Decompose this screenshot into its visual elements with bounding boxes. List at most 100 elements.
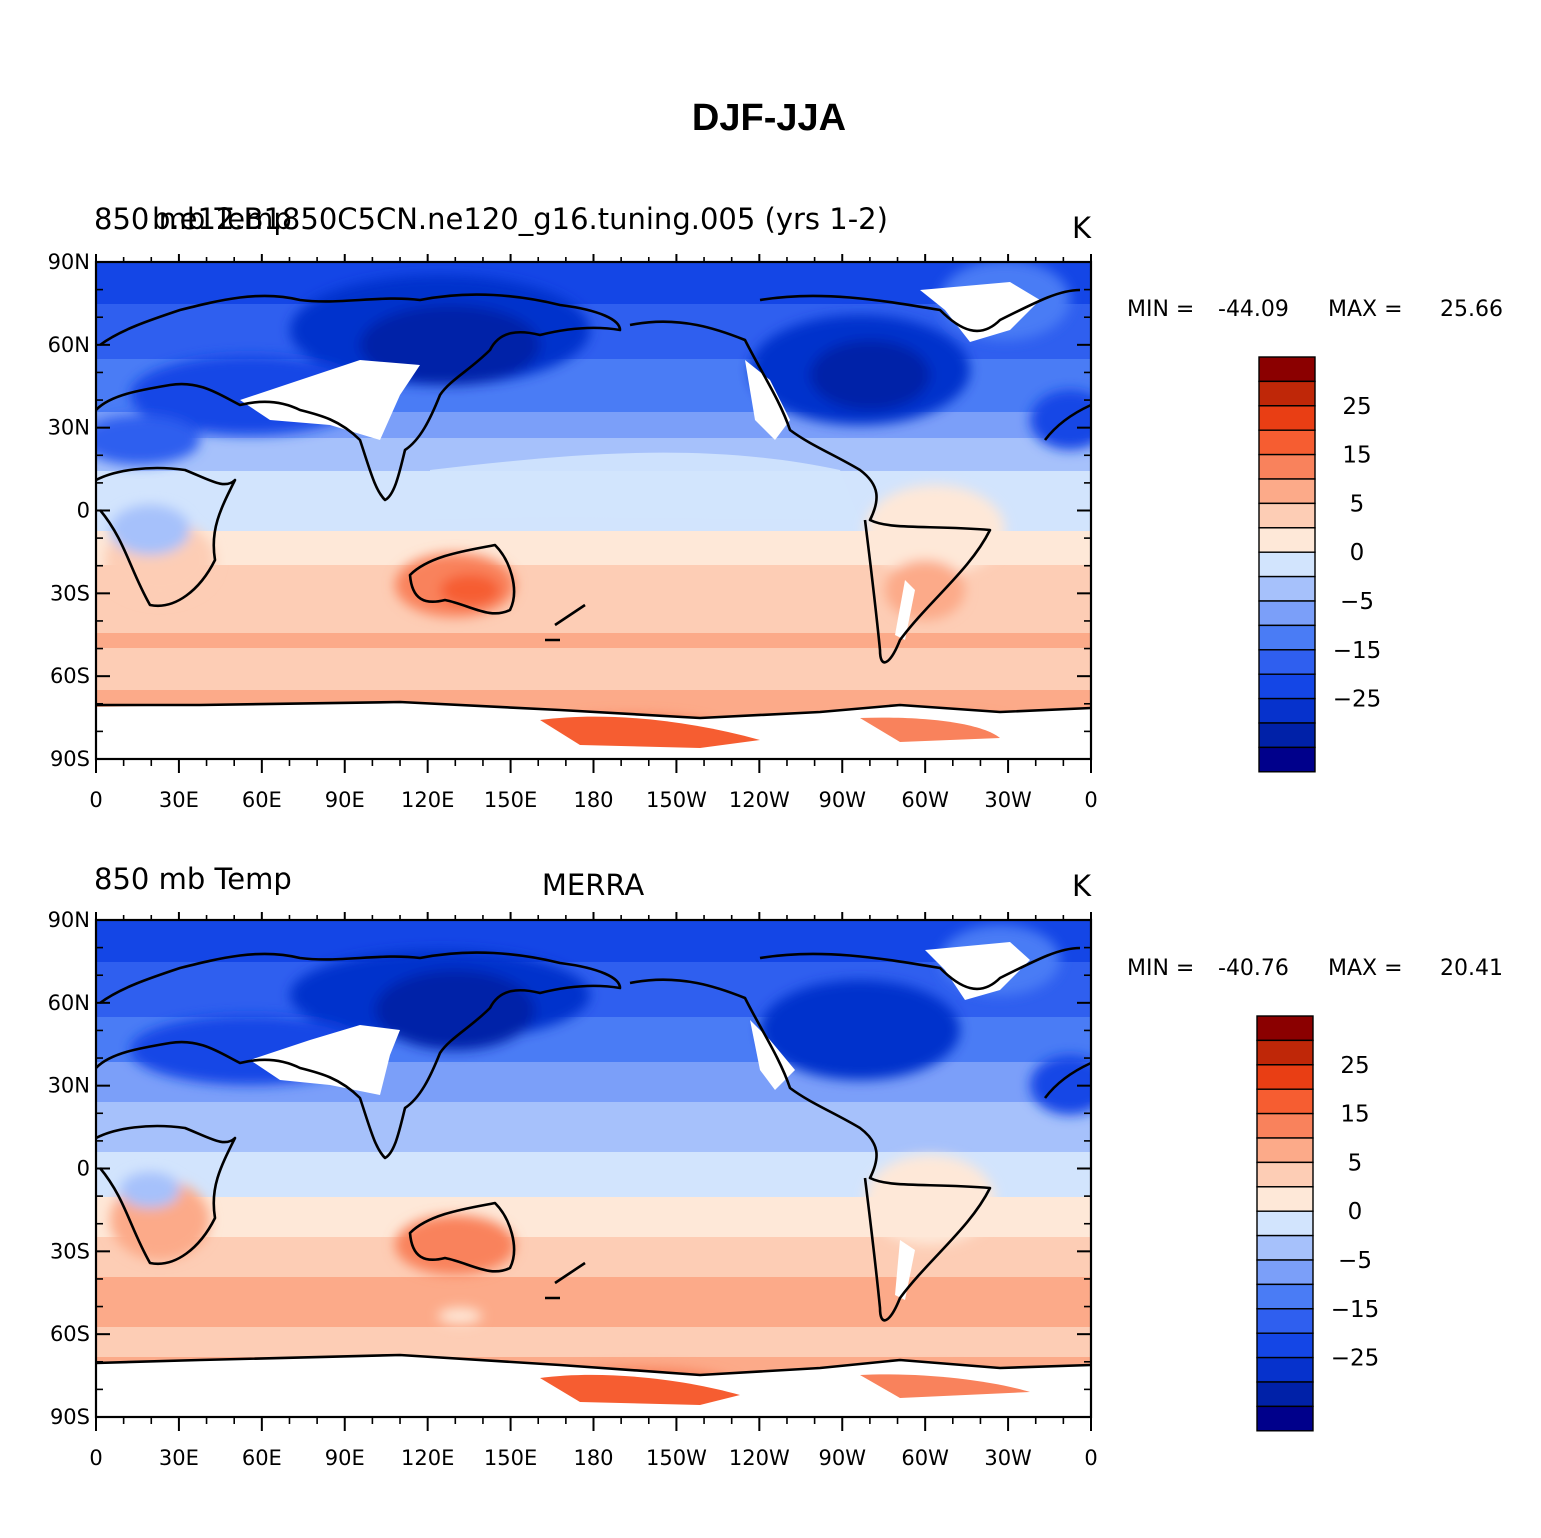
lon-tick-label: 150W <box>646 1446 707 1470</box>
colorbar-swatch <box>1256 1112 1314 1139</box>
colorbar-swatch <box>1256 1332 1314 1359</box>
colorbar-swatch <box>1258 575 1316 602</box>
lon-tick-label: 30W <box>984 1446 1032 1470</box>
lat-tick-label: 30N <box>48 416 90 440</box>
colorbar-swatch <box>1258 405 1316 431</box>
map-panel-model: 850 mb Temp b.e12.B1850C5CN.ne120_g16.tu… <box>48 202 1503 812</box>
colorbar-swatch <box>1256 1283 1314 1310</box>
panel-units: K <box>1072 869 1092 903</box>
lon-tick-label: 60W <box>901 1446 949 1470</box>
lon-tick-label: 180 <box>573 1446 613 1470</box>
colorbar-swatch <box>1256 1234 1314 1261</box>
lon-tick-label: 60E <box>242 788 282 812</box>
colorbar-swatch <box>1256 1088 1314 1115</box>
colorbar-label: −5 <box>1340 589 1374 615</box>
lon-tick-label: 0 <box>89 1446 102 1470</box>
lon-tick-label: 30E <box>159 1446 199 1470</box>
lon-tick-label: 0 <box>89 788 102 812</box>
colorbar-label: −15 <box>1331 1297 1380 1323</box>
axis-ticks <box>95 254 1092 773</box>
axis-labels: 90N 60N 30N 0 30S 60S 90S 0 30E 60E 90E 120E 150E 180… <box>48 908 1098 1470</box>
colorbar-swatch <box>1256 1259 1314 1286</box>
lon-tick-label: 0 <box>1084 1446 1097 1470</box>
colorbar-swatch <box>1256 1039 1314 1066</box>
lat-tick-label: 30S <box>50 1239 90 1263</box>
stats-max-label: MAX = <box>1328 297 1403 322</box>
map-panel-obs: 850 mb Temp MERRA K <box>48 862 1503 1470</box>
lon-tick-label: 90E <box>325 788 365 812</box>
lon-tick-label: 30E <box>159 788 199 812</box>
colorbar: 25 15 5 0 −5 −15 −25 <box>1258 356 1382 773</box>
colorbar-swatch <box>1258 429 1316 456</box>
colorbar-swatch <box>1256 1308 1314 1334</box>
lon-tick-label: 90E <box>325 1446 365 1470</box>
lat-tick-label: 90S <box>50 747 90 771</box>
stats-min-label: MIN = <box>1127 956 1194 981</box>
lon-tick-label: 150E <box>484 788 537 812</box>
lon-tick-label: 180 <box>573 788 613 812</box>
colorbar-swatch <box>1256 1356 1314 1383</box>
colorbar-label: −25 <box>1331 1346 1380 1372</box>
panel-center-title: MERRA <box>542 868 644 902</box>
lon-tick-label: 60E <box>242 1446 282 1470</box>
colorbar-swatch <box>1256 1405 1314 1432</box>
lon-tick-label: 30W <box>984 788 1032 812</box>
lon-tick-label: 120E <box>401 1446 454 1470</box>
colorbar-swatch <box>1258 649 1316 675</box>
colorbar-label: 25 <box>1342 394 1371 420</box>
lon-tick-label: 150W <box>646 788 707 812</box>
colorbar-swatch <box>1258 600 1316 627</box>
lon-tick-label: 150E <box>484 1446 537 1470</box>
panel-left-title: 850 mb Temp <box>94 202 292 236</box>
lon-tick-label: 120W <box>729 1446 790 1470</box>
colorbar-swatch <box>1258 356 1316 383</box>
lat-tick-label: 60N <box>48 991 90 1015</box>
temperature-field <box>96 262 1091 759</box>
colorbar-swatch <box>1256 1210 1314 1237</box>
temperature-field <box>96 920 1091 1417</box>
stats-max-value: 20.41 <box>1440 956 1503 981</box>
axis-ticks <box>95 912 1092 1431</box>
colorbar-swatch <box>1258 380 1316 407</box>
colorbar-label: −25 <box>1333 687 1382 713</box>
colorbar-swatch <box>1258 502 1316 529</box>
lon-tick-label: 60W <box>901 788 949 812</box>
stats-min-value: -40.76 <box>1218 956 1289 981</box>
colorbar-label: 5 <box>1350 491 1365 517</box>
colorbar-swatch <box>1256 1381 1314 1408</box>
lat-tick-label: 0 <box>77 1157 90 1181</box>
colorbar-swatch <box>1258 624 1316 651</box>
stats-min-label: MIN = <box>1127 297 1194 322</box>
lat-tick-label: 90S <box>50 1405 90 1429</box>
axis-labels: 90N 60N 30N 0 30S 60S 90S 0 30E 60E 90E 120E 150E 180… <box>48 250 1098 812</box>
panel-left-title: 850 mb Temp <box>94 862 292 896</box>
lat-tick-label: 60S <box>50 1322 90 1346</box>
lon-tick-label: 90W <box>819 1446 867 1470</box>
colorbar-swatch <box>1258 551 1316 578</box>
lat-tick-label: 60S <box>50 664 90 688</box>
colorbar-swatch <box>1258 722 1316 749</box>
colorbar-swatch <box>1258 453 1316 480</box>
lon-tick-label: 120E <box>401 788 454 812</box>
panel-case-title: b.e12.B1850C5CN.ne120_g16.tuning.005 (yr… <box>152 202 888 236</box>
colorbar-swatch <box>1256 1161 1314 1188</box>
lat-tick-label: 0 <box>77 499 90 523</box>
colorbar-swatch <box>1258 478 1316 505</box>
stats-max-label: MAX = <box>1328 956 1403 981</box>
lat-tick-label: 30S <box>50 581 90 605</box>
colorbar-label: 5 <box>1348 1150 1363 1176</box>
colorbar: 25 15 5 0 −5 −15 −25 <box>1256 1015 1380 1432</box>
lat-tick-label: 30N <box>48 1074 90 1098</box>
colorbar-label: 0 <box>1348 1199 1363 1225</box>
colorbar-swatch <box>1256 1064 1314 1090</box>
colorbar-label: 15 <box>1340 1102 1369 1128</box>
lat-tick-label: 90N <box>48 250 90 274</box>
panel-units: K <box>1072 211 1092 245</box>
lon-tick-label: 90W <box>819 788 867 812</box>
colorbar-label: −15 <box>1333 638 1382 664</box>
colorbar-swatch <box>1258 673 1316 700</box>
stats-min-value: -44.09 <box>1218 297 1289 322</box>
colorbar-swatch <box>1256 1186 1314 1212</box>
lon-tick-label: 120W <box>729 788 790 812</box>
